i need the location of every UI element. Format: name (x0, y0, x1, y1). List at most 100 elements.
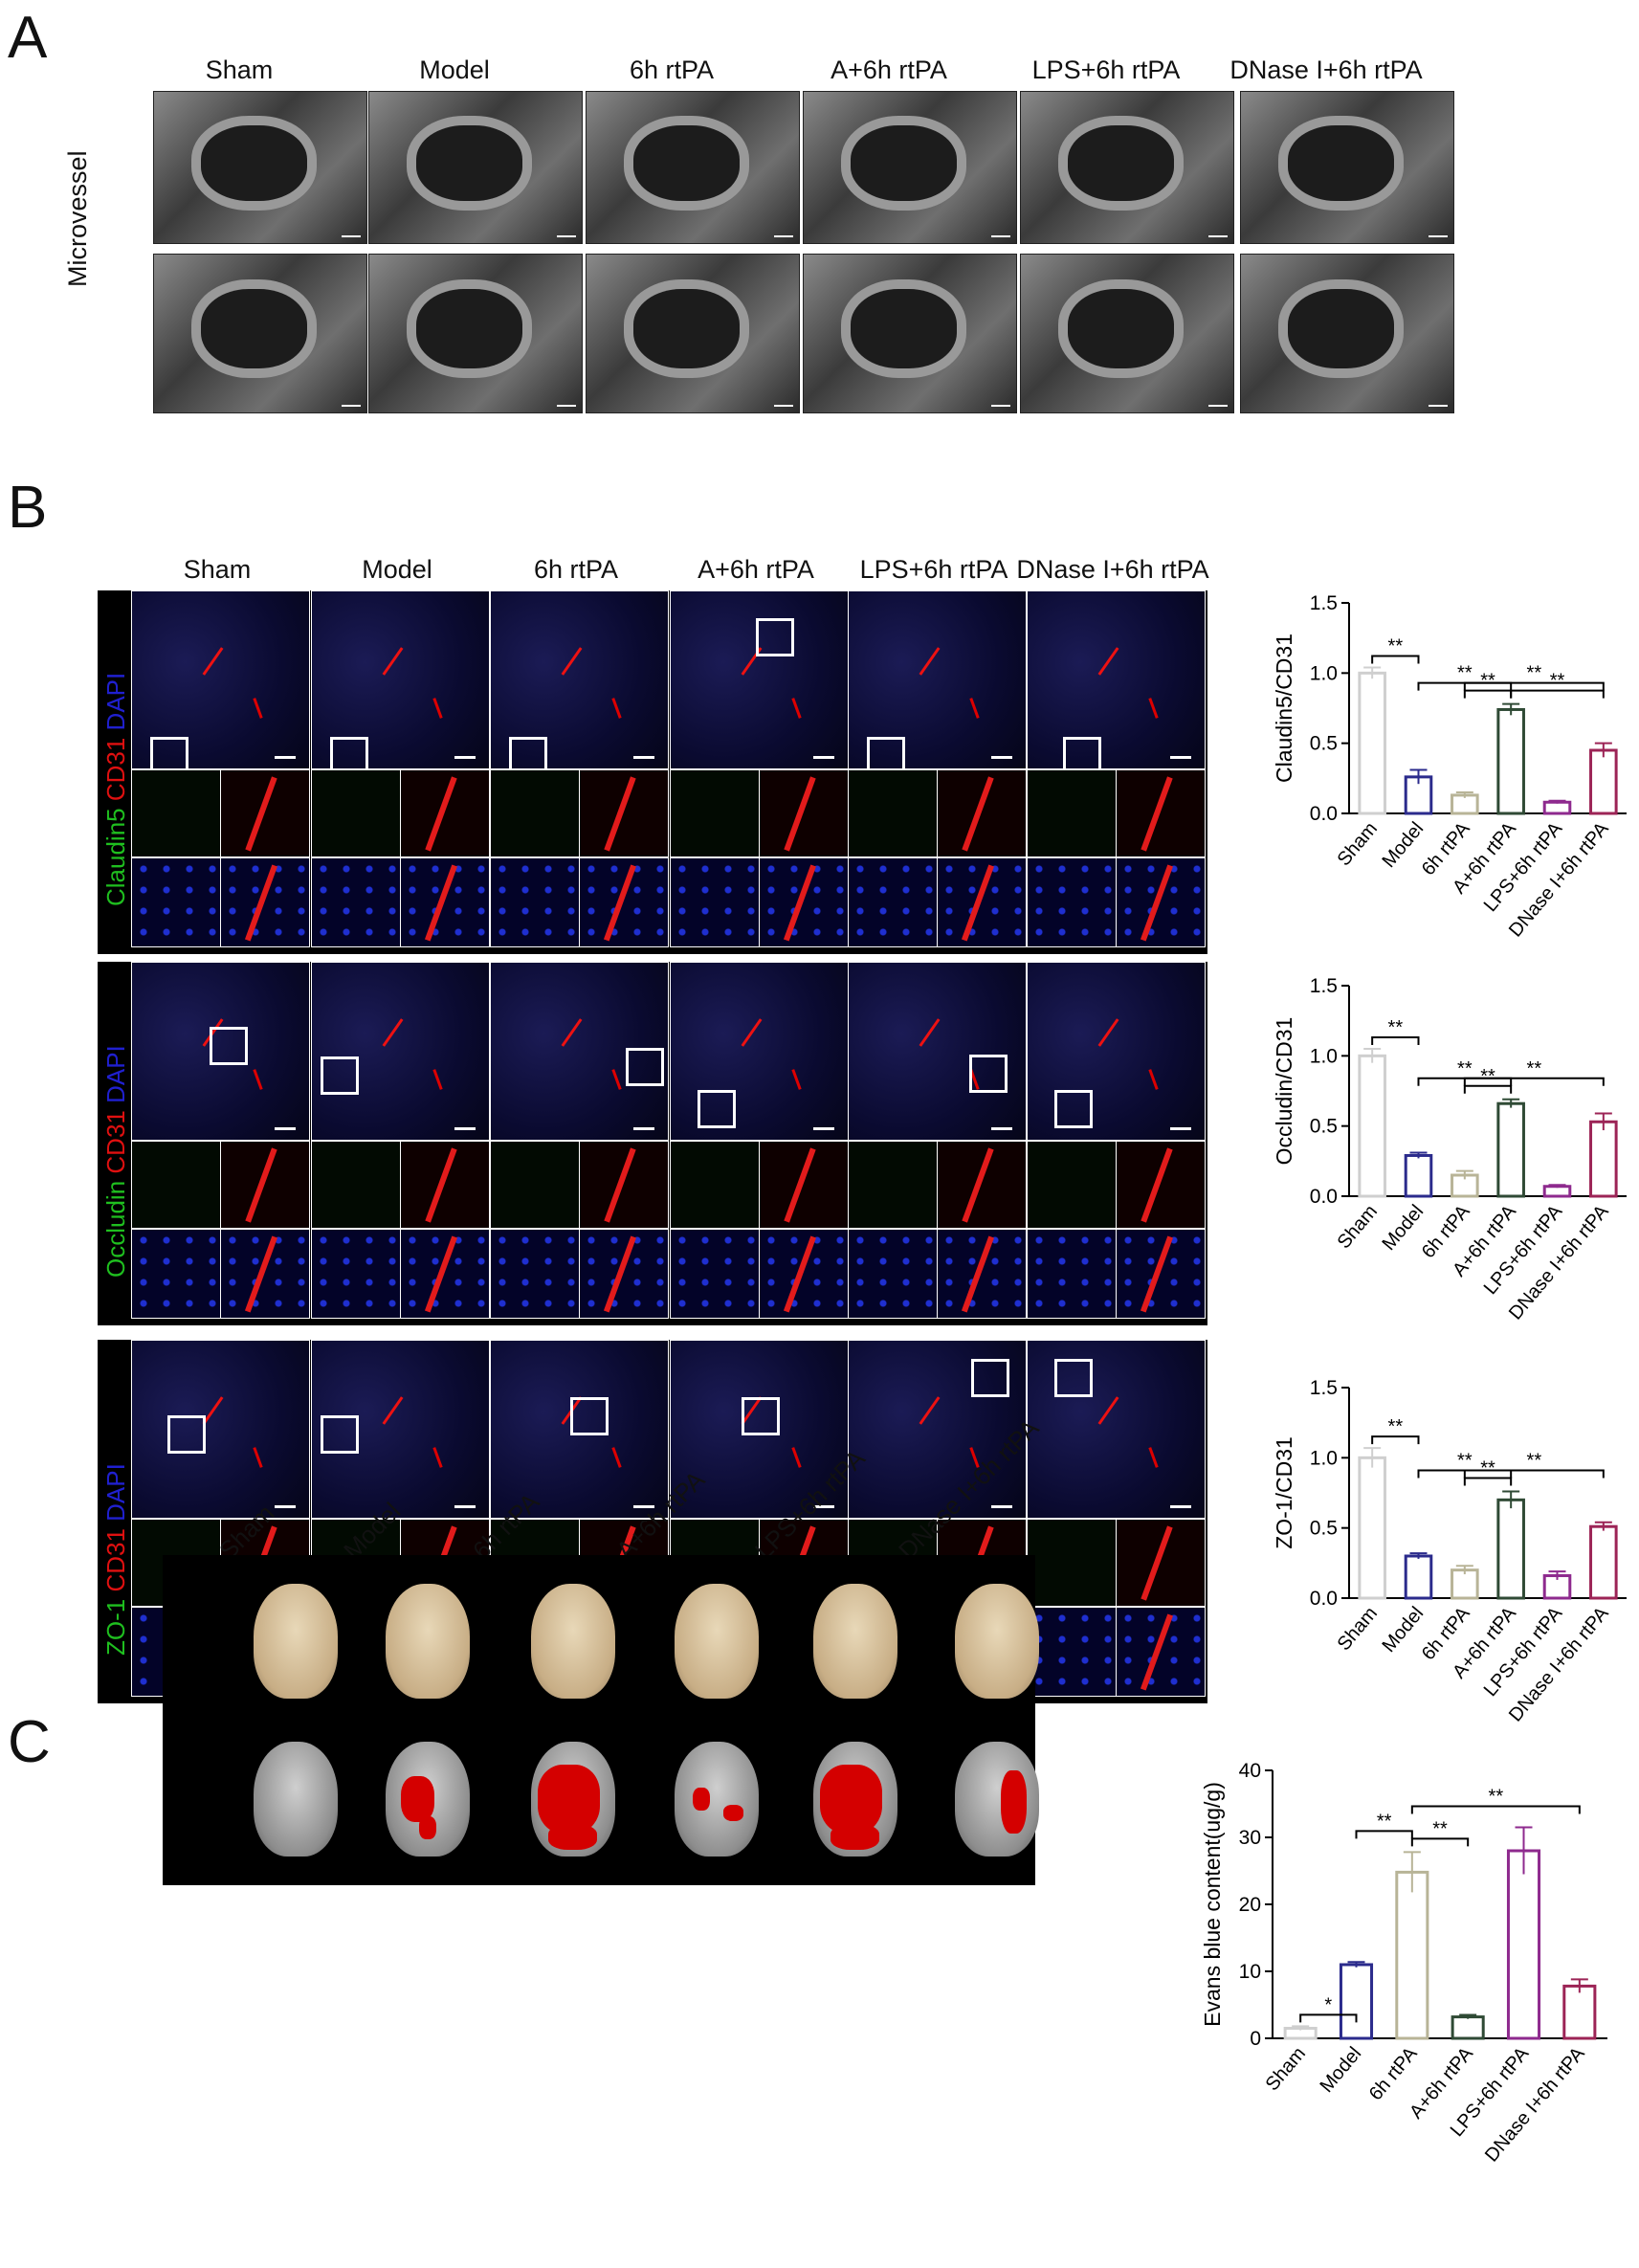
panel-a-group-header: A+6h rtPA (831, 56, 947, 84)
bar (1589, 1120, 1618, 1198)
significance-bracket (1510, 689, 1605, 699)
vessel-signal (561, 1017, 583, 1047)
y-axis-label: Occludin/CD31 (1272, 1017, 1296, 1166)
if-overview-image (1027, 962, 1206, 1141)
if-marker-channel (670, 1141, 760, 1229)
significance-bracket (1371, 655, 1420, 664)
panel-b-group-header: 6h rtPA (533, 555, 619, 584)
y-tick-label: 1.5 (1310, 975, 1338, 997)
if-overview-image (670, 590, 849, 769)
bar (1451, 2015, 1485, 2040)
x-tick-label: DNase I+6h rtPA (1481, 2043, 1589, 2167)
if-merge-channel (937, 1229, 1027, 1319)
vessel-signal (382, 1395, 404, 1425)
brain-photo-top (531, 1584, 615, 1699)
significance-label: ** (1377, 1811, 1392, 1832)
vessel-signal (1097, 1017, 1119, 1047)
if-dapi-channel (848, 1229, 938, 1319)
vessel-signal (382, 1017, 404, 1047)
bar (1451, 1568, 1479, 1600)
significance-bracket (1410, 1837, 1470, 1847)
em-micrograph (586, 254, 800, 413)
roi-box (167, 1414, 206, 1454)
if-dapi-channel (670, 1229, 760, 1319)
panel-b-group-header: A+6h rtPA (698, 555, 814, 584)
stain-label-marker: Occludin (101, 1173, 130, 1278)
brain-photo-bottom (531, 1742, 615, 1857)
if-merge-channel (220, 1229, 310, 1319)
if-overview-image (848, 962, 1027, 1141)
if-marker-channel (131, 1141, 221, 1229)
y-tick-label: 30 (1239, 1827, 1261, 1849)
y-tick-label: 0.0 (1310, 1186, 1338, 1208)
if-merge-channel (759, 857, 849, 947)
if-cd31-channel (937, 769, 1027, 857)
y-tick-label: 0.5 (1310, 1116, 1338, 1138)
panel-c-letter: C (8, 1709, 51, 1775)
y-axis-label: Evans blue content(ug/g) (1200, 1782, 1225, 2027)
brain-photo-top (386, 1584, 470, 1699)
vessel-signal (610, 1447, 622, 1468)
y-tick-label: 20 (1239, 1894, 1261, 1916)
y-tick-label: 1.5 (1310, 592, 1338, 614)
scale-bar (454, 1127, 476, 1130)
if-cd31-channel (759, 769, 849, 857)
brain-photo-top (813, 1584, 897, 1699)
if-merge-channel (1116, 857, 1206, 947)
roi-box (149, 736, 188, 768)
if-dapi-channel (131, 857, 221, 947)
vessel-signal (1097, 646, 1119, 676)
scale-bar (454, 756, 476, 759)
y-tick-label: 10 (1239, 1961, 1261, 1983)
if-marker-channel (1027, 1141, 1117, 1229)
brain-photo-bottom (813, 1742, 897, 1857)
evans-blue-lesion (820, 1765, 883, 1834)
if-dapi-channel (1027, 1607, 1117, 1697)
panel-b-group-header: DNase I+6h rtPA (1016, 555, 1209, 584)
significance-label: ** (1489, 1787, 1504, 1808)
vessel-signal (432, 1069, 443, 1090)
scale-bar (633, 1127, 654, 1130)
scale-bar (991, 756, 1012, 759)
significance-label: ** (1480, 1066, 1495, 1087)
scale-bar (991, 1127, 1012, 1130)
x-tick-label: Sham (1334, 1603, 1382, 1655)
bar (1358, 671, 1386, 815)
y-tick-label: 0 (1250, 2028, 1261, 2050)
if-marker-channel (490, 1141, 580, 1229)
significance-bracket (1371, 1435, 1420, 1445)
stain-label: Claudin5 CD31 DAPI (101, 673, 131, 906)
stain-label: Occludin CD31 DAPI (101, 1045, 131, 1278)
brain-photo-top (955, 1584, 1039, 1699)
vessel-signal (919, 646, 941, 676)
stain-label-marker: ZO-1 (101, 1591, 130, 1656)
panel-b-group-header: Sham (183, 555, 252, 584)
roi-box (697, 1090, 736, 1129)
vessel-signal (968, 698, 980, 719)
em-micrograph (803, 91, 1017, 244)
significance-bracket (1299, 2013, 1358, 2023)
if-cd31-channel (400, 1141, 490, 1229)
brain-photo-top (254, 1584, 338, 1699)
roi-box (1053, 1358, 1093, 1397)
significance-label: ** (1457, 1451, 1473, 1472)
if-overview-image (131, 590, 310, 769)
x-tick-label: Model (1316, 2043, 1365, 2097)
scale-bar (813, 1127, 834, 1130)
y-tick-label: 1.0 (1310, 1447, 1338, 1469)
bar (1506, 1849, 1541, 2040)
y-tick-label: 1.0 (1310, 662, 1338, 684)
vessel-signal (252, 1069, 263, 1090)
if-overview-image (311, 590, 490, 769)
if-merge-channel (400, 857, 490, 947)
significance-bracket (1463, 1077, 1605, 1086)
scale-bar (633, 756, 654, 759)
vessel-signal (252, 1447, 263, 1468)
y-axis-label: Claudin5/CD31 (1272, 634, 1296, 783)
bar (1339, 1963, 1374, 2040)
bar (1589, 1524, 1618, 1600)
vessel-signal (610, 1069, 622, 1090)
vessel-signal (610, 698, 622, 719)
if-cd31-channel (579, 1141, 669, 1229)
